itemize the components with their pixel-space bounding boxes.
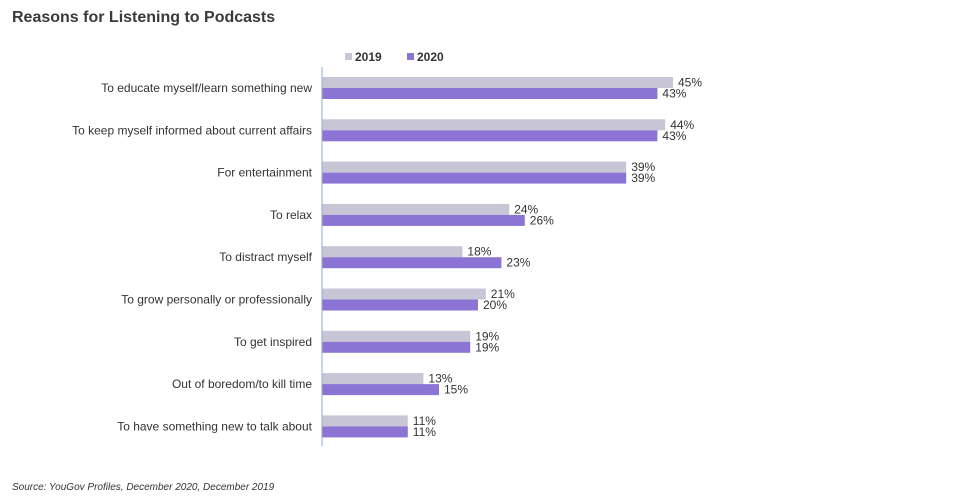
bar-2020 <box>322 426 408 438</box>
category-label: To have something new to talk about <box>117 419 312 433</box>
bar-2020 <box>322 299 478 311</box>
data-label-2019: 45% <box>678 76 702 90</box>
data-label-2020: 39% <box>631 171 655 185</box>
data-label-2019: 24% <box>514 202 538 216</box>
data-label-2020: 26% <box>530 213 554 227</box>
data-label-2020: 15% <box>444 383 468 397</box>
legend-label-2020: 2020 <box>417 50 444 64</box>
data-label-2020: 43% <box>662 87 686 101</box>
data-label-2019: 39% <box>631 160 655 174</box>
data-label-2019: 13% <box>428 372 452 386</box>
data-label-2019: 21% <box>491 287 515 301</box>
legend-label-2019: 2019 <box>355 50 382 64</box>
data-label-2020: 20% <box>483 298 507 312</box>
bar-2020 <box>322 130 658 142</box>
category-label: To educate myself/learn something new <box>101 81 312 95</box>
data-label-2020: 23% <box>506 256 530 270</box>
bar-2019 <box>322 373 424 385</box>
legend-swatch-2019 <box>345 53 352 60</box>
category-label: Out of boredom/to kill time <box>172 377 312 391</box>
bar-2019 <box>322 415 408 427</box>
bar-2020 <box>322 257 502 269</box>
category-label: To grow personally or professionally <box>121 293 312 307</box>
bar-2019 <box>322 77 673 88</box>
data-label-2020: 11% <box>413 425 436 439</box>
category-label: To get inspired <box>234 335 312 349</box>
bar-2020 <box>322 214 525 226</box>
bar-2020 <box>322 341 471 353</box>
bar-2019 <box>322 119 666 131</box>
category-label: To keep myself informed about current af… <box>72 123 312 137</box>
data-label-2019: 11% <box>413 414 436 428</box>
category-label: For entertainment <box>217 166 312 180</box>
legend-swatch-2020 <box>407 53 414 60</box>
bar-2019 <box>322 161 627 173</box>
data-label-2019: 18% <box>467 245 491 259</box>
data-label-2020: 19% <box>475 340 499 354</box>
source-note: Source: YouGov Profiles, December 2020, … <box>12 482 275 493</box>
data-label-2019: 19% <box>475 329 499 343</box>
category-label: To distract myself <box>219 250 312 264</box>
data-label-2020: 43% <box>662 129 686 143</box>
bar-2019 <box>322 203 510 215</box>
data-label-2019: 44% <box>670 118 694 132</box>
bar-2020 <box>322 88 658 99</box>
bar-2019 <box>322 330 471 342</box>
chart-title: Reasons for Listening to Podcasts <box>12 9 276 26</box>
bar-2020 <box>322 172 627 184</box>
bar-2019 <box>322 288 486 300</box>
bar-2019 <box>322 246 463 258</box>
category-label: To relax <box>270 208 312 222</box>
bar-2020 <box>322 384 439 396</box>
